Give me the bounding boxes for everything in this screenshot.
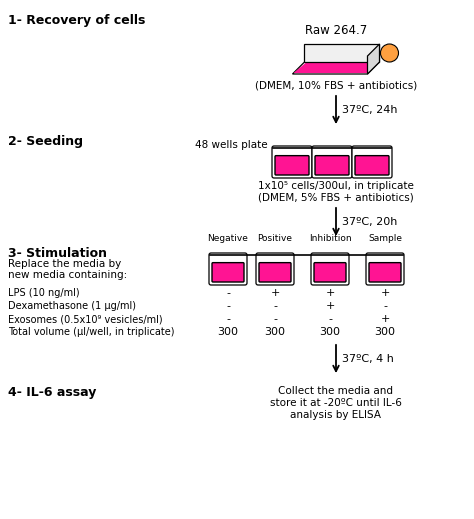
FancyBboxPatch shape xyxy=(314,263,346,282)
FancyBboxPatch shape xyxy=(355,156,389,175)
Polygon shape xyxy=(292,62,380,74)
Text: 1x10⁵ cells/300ul, in triplicate: 1x10⁵ cells/300ul, in triplicate xyxy=(258,181,414,191)
Polygon shape xyxy=(304,44,380,62)
Text: +: + xyxy=(380,314,390,324)
Text: (DMEM, 10% FBS + antibiotics): (DMEM, 10% FBS + antibiotics) xyxy=(255,81,417,91)
Text: +: + xyxy=(270,288,280,298)
Text: +: + xyxy=(325,288,335,298)
Text: 300: 300 xyxy=(264,327,285,337)
FancyBboxPatch shape xyxy=(272,146,312,178)
Text: 4- IL-6 assay: 4- IL-6 assay xyxy=(8,386,96,399)
Text: Sample: Sample xyxy=(368,234,402,243)
Text: -: - xyxy=(328,314,332,324)
Circle shape xyxy=(381,44,399,62)
Text: -: - xyxy=(226,288,230,298)
Text: Negative: Negative xyxy=(208,234,248,243)
Text: -: - xyxy=(273,301,277,311)
Text: -: - xyxy=(273,314,277,324)
Text: -: - xyxy=(383,301,387,311)
Text: +: + xyxy=(380,288,390,298)
Text: (DMEM, 5% FBS + antibiotics): (DMEM, 5% FBS + antibiotics) xyxy=(258,193,414,203)
Text: Raw 264.7: Raw 264.7 xyxy=(305,24,367,37)
FancyBboxPatch shape xyxy=(275,156,309,175)
Text: LPS (10 ng/ml): LPS (10 ng/ml) xyxy=(8,288,80,298)
Text: Positive: Positive xyxy=(257,234,292,243)
Text: 48 wells plate: 48 wells plate xyxy=(195,140,268,150)
Text: Exosomes (0.5x10⁹ vesicles/ml): Exosomes (0.5x10⁹ vesicles/ml) xyxy=(8,314,163,324)
Text: Dexamethasone (1 μg/ml): Dexamethasone (1 μg/ml) xyxy=(8,301,136,311)
FancyBboxPatch shape xyxy=(311,253,349,285)
Text: analysis by ELISA: analysis by ELISA xyxy=(291,410,382,420)
Text: 3- Stimulation: 3- Stimulation xyxy=(8,247,107,260)
Text: 300: 300 xyxy=(374,327,395,337)
Text: 300: 300 xyxy=(319,327,340,337)
FancyBboxPatch shape xyxy=(256,253,294,285)
Text: 37ºC, 20h: 37ºC, 20h xyxy=(342,217,397,227)
Text: 37ºC, 4 h: 37ºC, 4 h xyxy=(342,354,394,364)
Text: Replace the media by: Replace the media by xyxy=(8,259,121,269)
Text: store it at -20ºC until IL-6: store it at -20ºC until IL-6 xyxy=(270,398,402,408)
FancyBboxPatch shape xyxy=(352,146,392,178)
Text: -: - xyxy=(226,301,230,311)
Text: +: + xyxy=(325,301,335,311)
FancyBboxPatch shape xyxy=(209,253,247,285)
Polygon shape xyxy=(293,63,379,73)
FancyBboxPatch shape xyxy=(212,263,244,282)
Text: 37ºC, 24h: 37ºC, 24h xyxy=(342,105,398,115)
FancyBboxPatch shape xyxy=(259,263,291,282)
Text: -: - xyxy=(226,314,230,324)
FancyBboxPatch shape xyxy=(315,156,349,175)
FancyBboxPatch shape xyxy=(369,263,401,282)
Text: Inhibition: Inhibition xyxy=(309,234,351,243)
Polygon shape xyxy=(367,44,380,74)
Text: new media containing:: new media containing: xyxy=(8,270,127,280)
Text: Total volume (μl/well, in triplicate): Total volume (μl/well, in triplicate) xyxy=(8,327,174,337)
FancyBboxPatch shape xyxy=(366,253,404,285)
Text: 300: 300 xyxy=(218,327,238,337)
Text: 1- Recovery of cells: 1- Recovery of cells xyxy=(8,14,146,27)
Text: Collect the media and: Collect the media and xyxy=(279,386,393,396)
Text: 2- Seeding: 2- Seeding xyxy=(8,135,83,148)
FancyBboxPatch shape xyxy=(312,146,352,178)
